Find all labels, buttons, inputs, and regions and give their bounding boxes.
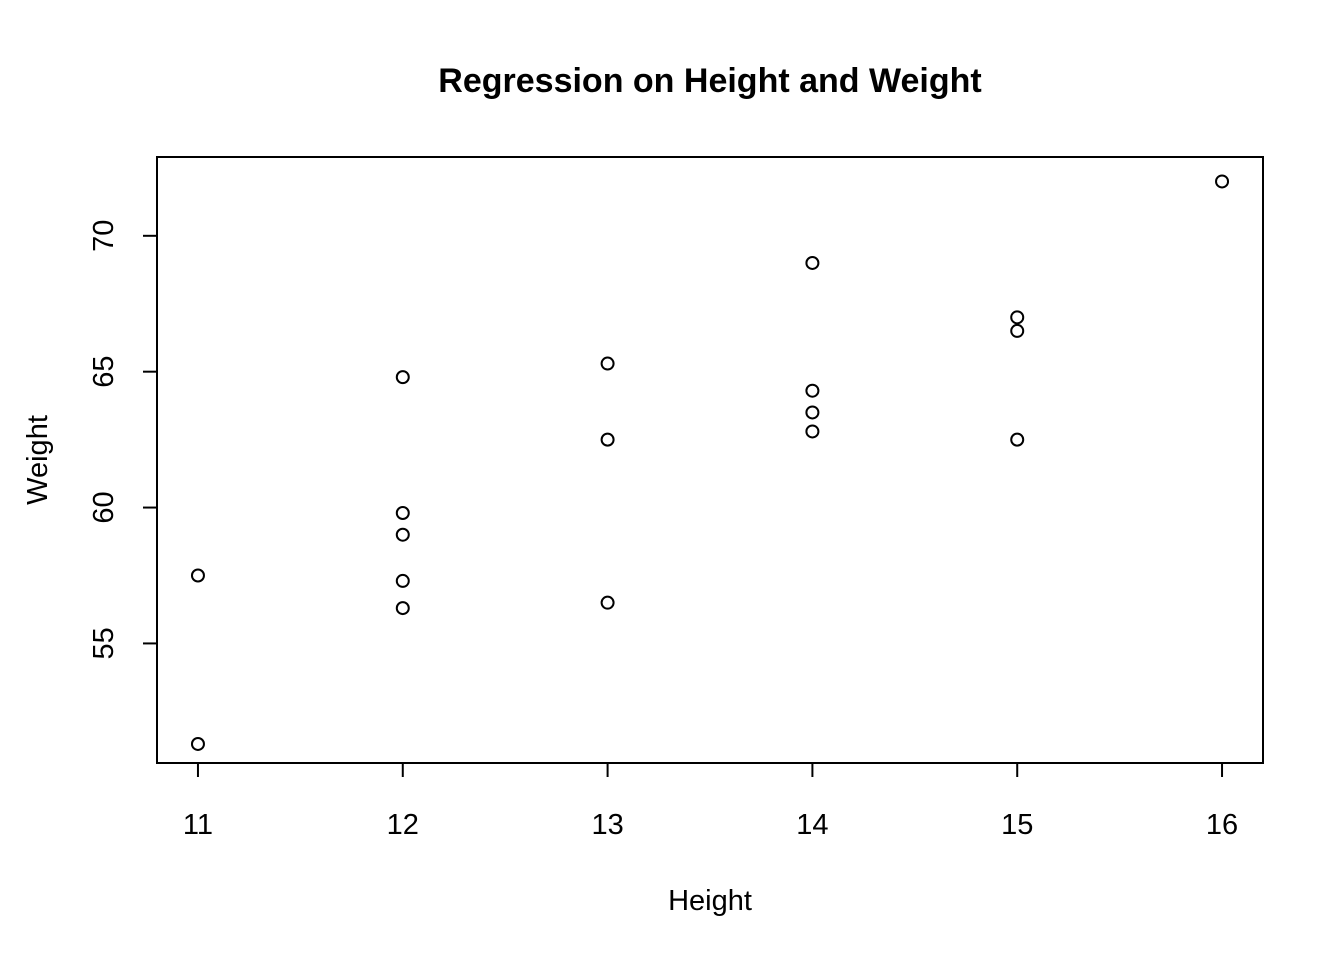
y-tick-label: 65 [88,356,120,388]
y-tick-label: 70 [88,220,120,252]
data-point [1010,310,1025,325]
data-point [395,527,410,542]
data-point [395,601,410,616]
x-axis-label: Height [668,885,752,917]
x-tick-label: 13 [591,809,623,841]
data-point [600,432,615,447]
data-point [1010,432,1025,447]
data-point [190,568,205,583]
x-tick-label: 12 [387,809,419,841]
y-axis-label: Weight [22,415,54,505]
chart-title: Regression on Height and Weight [438,62,981,100]
data-point [600,356,615,371]
data-point [600,595,615,610]
data-point [395,370,410,385]
x-tick-label: 14 [796,809,828,841]
data-points [190,174,1230,751]
data-point [395,505,410,520]
x-axis: 11 12 13 14 15 16 [183,762,1238,841]
data-point [805,405,820,420]
y-tick-label: 55 [88,627,120,659]
x-tick-label: 15 [1001,809,1033,841]
data-point [1215,174,1230,189]
data-point [805,255,820,270]
data-point [395,573,410,588]
plot-frame [156,156,1264,764]
y-axis: 55 60 65 70 [88,220,158,660]
x-tick-label: 11 [183,809,213,841]
data-point [190,736,205,751]
data-point [805,383,820,398]
x-tick-label: 16 [1206,809,1238,841]
data-point [1010,323,1025,338]
y-tick-label: 60 [88,491,120,523]
data-point [805,424,820,439]
